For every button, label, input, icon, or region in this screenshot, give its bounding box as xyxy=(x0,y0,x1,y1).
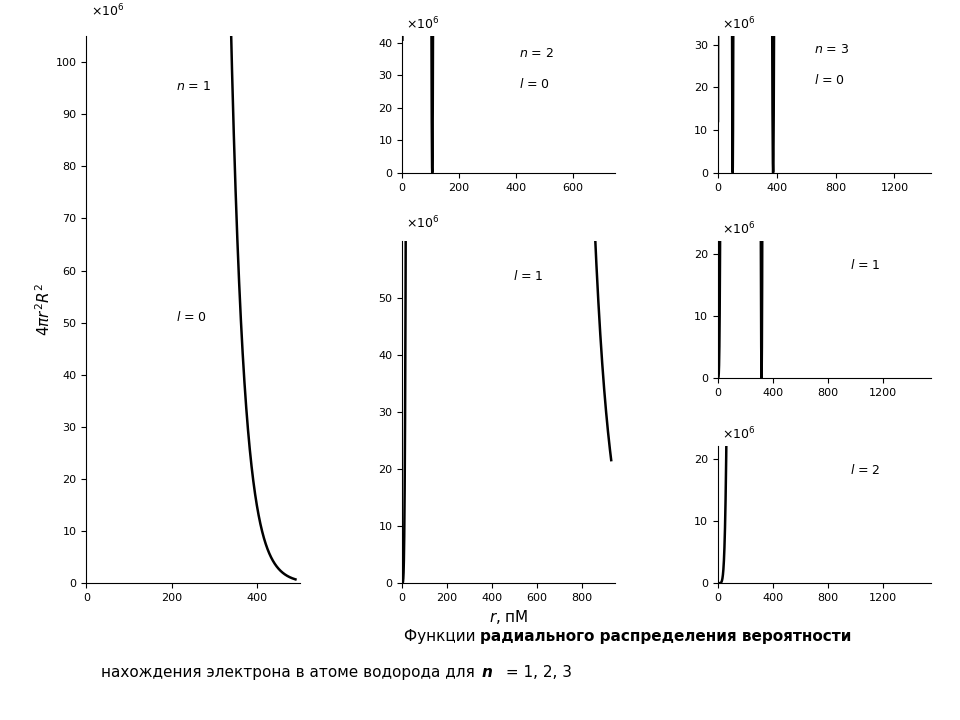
X-axis label: $r$, пМ: $r$, пМ xyxy=(489,608,529,626)
Text: $\times$10$^6$: $\times$10$^6$ xyxy=(722,426,756,442)
Text: $l$ = 1: $l$ = 1 xyxy=(851,258,880,271)
Text: $\times$10$^6$: $\times$10$^6$ xyxy=(406,15,440,32)
Text: $\times$10$^6$: $\times$10$^6$ xyxy=(406,215,440,231)
Text: $l$ = 2: $l$ = 2 xyxy=(851,463,880,477)
Text: $l$ = 0: $l$ = 0 xyxy=(176,310,207,323)
Text: = 1, 2, 3: = 1, 2, 3 xyxy=(501,665,572,680)
Text: $l$ = 1: $l$ = 1 xyxy=(513,269,543,282)
Text: $n$ = 3: $n$ = 3 xyxy=(814,43,850,56)
Text: радиального распределения вероятности: радиального распределения вероятности xyxy=(480,629,852,644)
Text: $n$ = 1: $n$ = 1 xyxy=(176,80,211,93)
Text: нахождения электрона в атоме водорода для: нахождения электрона в атоме водорода дл… xyxy=(102,665,480,680)
Text: $l$ = 0: $l$ = 0 xyxy=(814,73,845,87)
Text: Функции: Функции xyxy=(403,629,480,644)
Text: n: n xyxy=(482,665,492,680)
Text: $\times$10$^6$: $\times$10$^6$ xyxy=(90,3,124,19)
Text: $\times$10$^6$: $\times$10$^6$ xyxy=(722,15,756,32)
Y-axis label: $4\pi r^2 R^2$: $4\pi r^2 R^2$ xyxy=(35,283,53,336)
Text: $\times$10$^6$: $\times$10$^6$ xyxy=(722,220,756,237)
Text: $l$ = 0: $l$ = 0 xyxy=(519,77,550,91)
Text: $n$ = 2: $n$ = 2 xyxy=(519,47,555,60)
